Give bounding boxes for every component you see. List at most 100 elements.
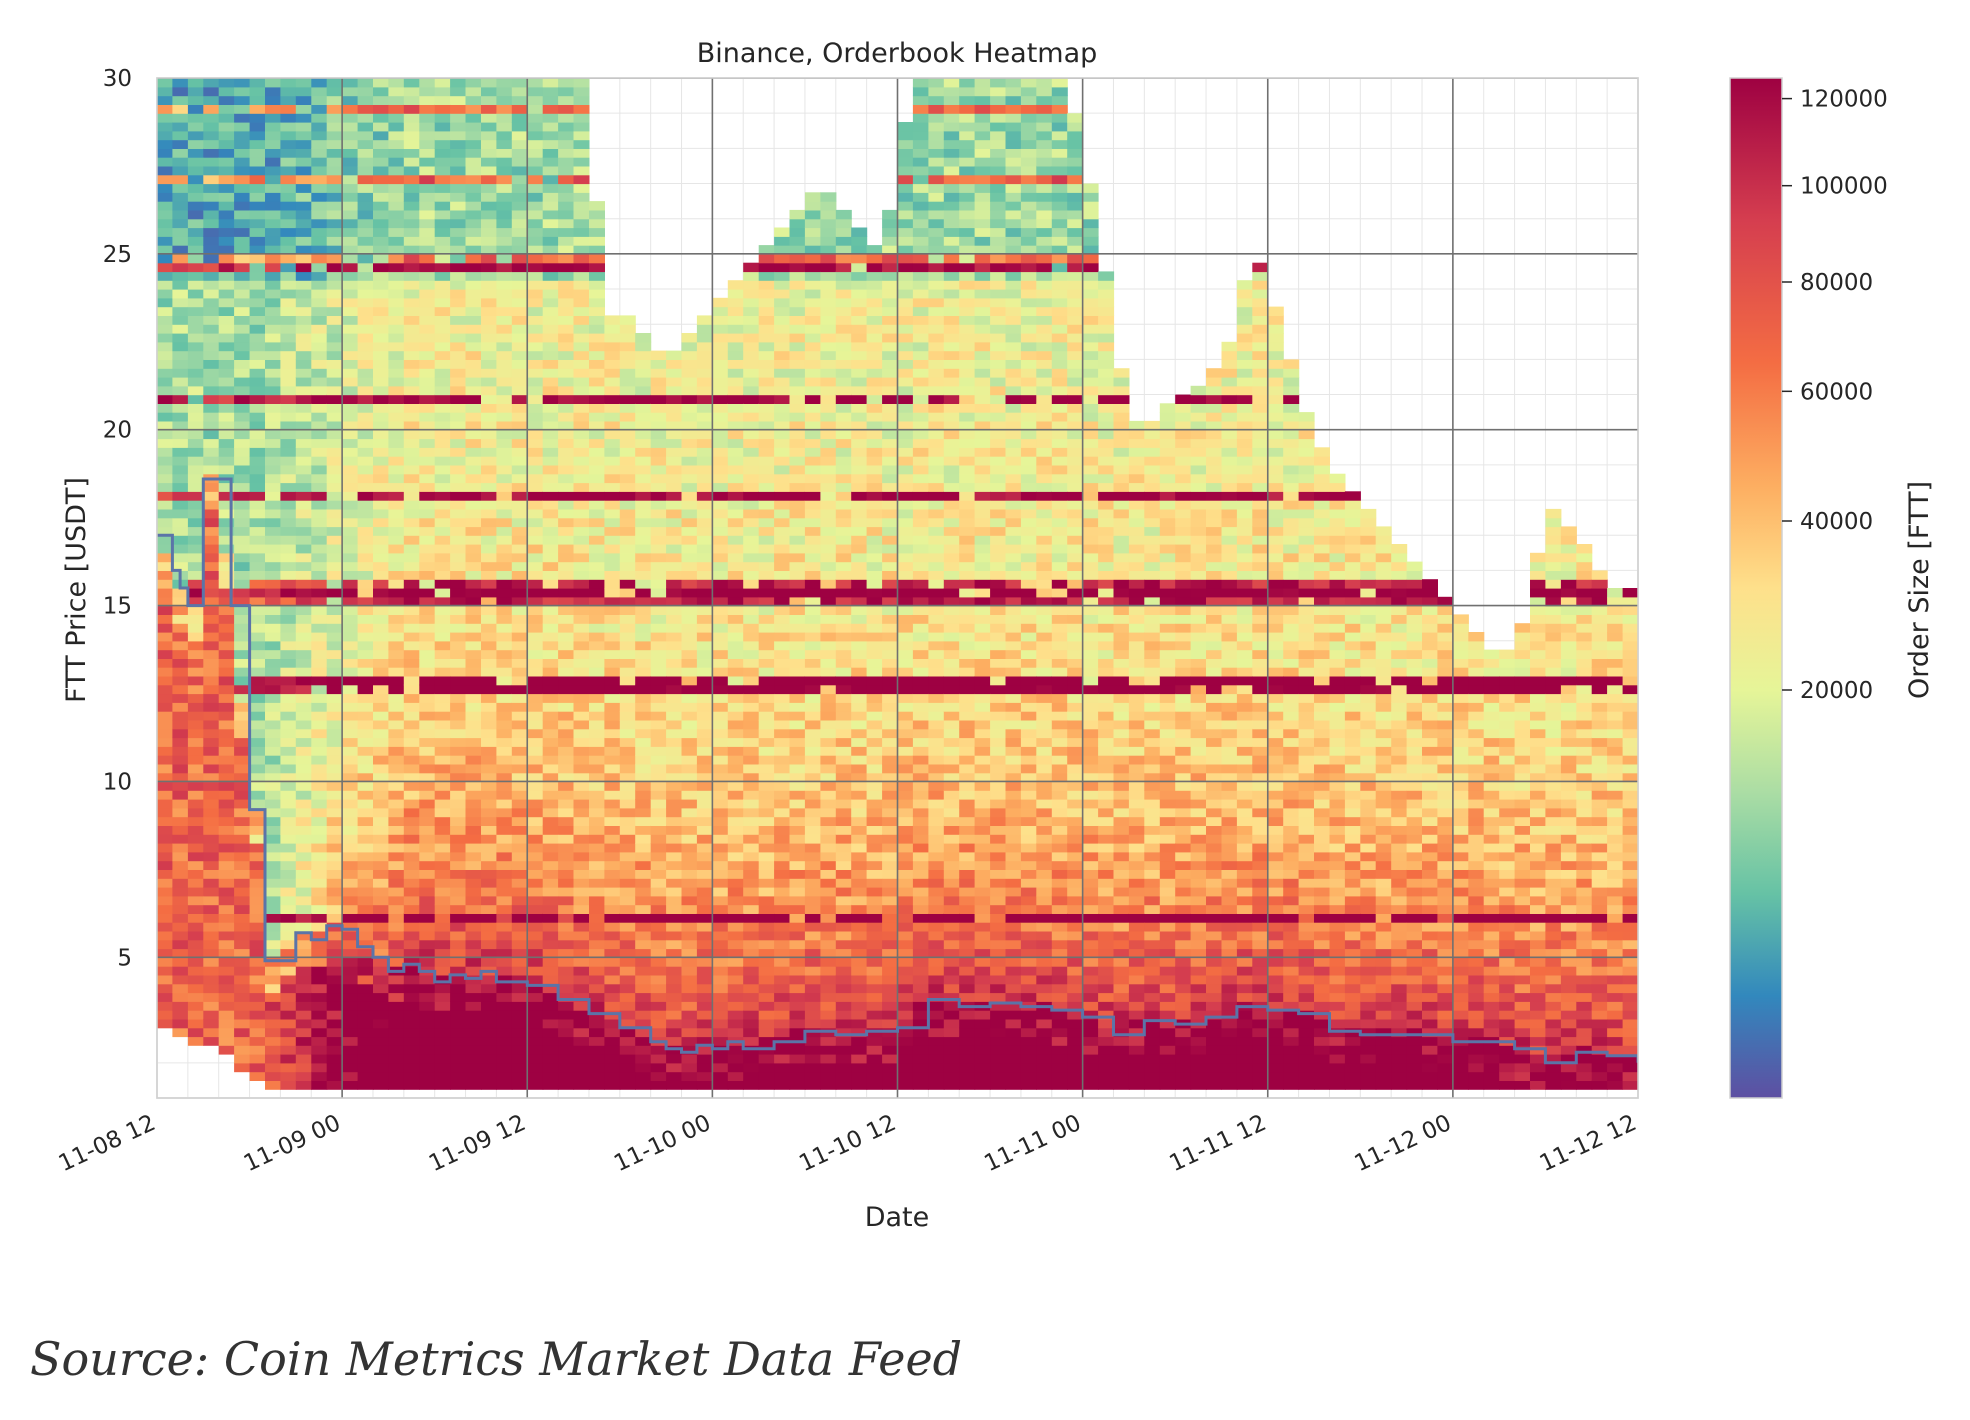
heatmap-cell (696, 341, 713, 352)
heatmap-cell (357, 763, 374, 774)
heatmap-cell (450, 271, 467, 281)
heatmap-cell (527, 429, 544, 440)
heatmap-cell (666, 605, 683, 615)
heatmap-cell (311, 157, 328, 167)
heatmap-cell (249, 878, 266, 888)
heatmap-cell (542, 763, 559, 774)
heatmap-cell (542, 851, 559, 862)
heatmap-cell (265, 772, 281, 783)
heatmap-cell (758, 596, 775, 607)
heatmap-cell (203, 464, 220, 475)
heatmap-cell (357, 508, 374, 519)
heatmap-cell (604, 1018, 621, 1029)
heatmap-cell (835, 377, 852, 387)
heatmap-cell (265, 640, 281, 651)
heatmap-cell (650, 922, 667, 932)
heatmap-cell (558, 280, 575, 290)
heatmap-cell (804, 209, 821, 220)
heatmap-cell (481, 456, 497, 466)
heatmap-cell (542, 456, 559, 466)
heatmap-cell (496, 904, 513, 914)
heatmap-cell (249, 658, 266, 668)
heatmap-cell (604, 517, 621, 528)
heatmap-cell (681, 1001, 698, 1011)
heatmap-cell (820, 289, 837, 299)
heatmap-cell (712, 508, 729, 519)
heatmap-cell (218, 895, 235, 906)
heatmap-cell (311, 473, 328, 484)
heatmap-cell (774, 913, 791, 923)
heatmap-cell (820, 315, 837, 325)
heatmap-cell (326, 236, 343, 246)
heatmap-cell (326, 420, 343, 431)
heatmap-cell (774, 623, 791, 633)
heatmap-cell (403, 614, 420, 624)
heatmap-cell (820, 957, 837, 967)
heatmap-cell (265, 500, 281, 510)
heatmap-cell (743, 948, 760, 958)
heatmap-cell (218, 1010, 235, 1020)
heatmap-cell (218, 887, 235, 897)
heatmap-cell (403, 913, 420, 923)
heatmap-cell (727, 755, 744, 765)
heatmap-cell (743, 807, 760, 818)
heatmap-cell (280, 737, 297, 747)
heatmap-cell (835, 508, 852, 519)
heatmap-cell (804, 658, 821, 668)
heatmap-cell (481, 737, 497, 747)
heatmap-cell (234, 693, 251, 703)
heatmap-cell (774, 930, 791, 941)
heatmap-cell (774, 1010, 791, 1020)
heatmap-cell (265, 702, 281, 712)
heatmap-cell (712, 1018, 729, 1029)
heatmap-cell (527, 614, 544, 624)
heatmap-cell (388, 561, 405, 571)
heatmap-cell (280, 385, 297, 396)
heatmap-cell (666, 992, 683, 1002)
heatmap-cell (511, 368, 528, 378)
heatmap-cell (696, 1045, 713, 1055)
heatmap-cell (342, 341, 359, 352)
heatmap-cell (434, 420, 451, 431)
heatmap-cell (434, 429, 451, 440)
heatmap-cell (789, 385, 806, 396)
heatmap-cell (203, 728, 220, 739)
heatmap-cell (851, 869, 868, 879)
heatmap-cell (203, 544, 220, 554)
heatmap-cell (820, 552, 837, 563)
heatmap-cell (450, 165, 467, 176)
heatmap-cell (172, 623, 189, 633)
heatmap-cell (835, 623, 852, 633)
heatmap-cell (249, 157, 266, 167)
heatmap-cell (373, 148, 389, 158)
heatmap-cell (373, 456, 389, 466)
heatmap-cell (774, 544, 791, 554)
heatmap-cell (218, 253, 235, 264)
heatmap-cell (311, 245, 328, 255)
heatmap-cell (265, 544, 281, 554)
heatmap-cell (434, 289, 451, 299)
heatmap-cell (373, 482, 389, 492)
heatmap-cell (481, 930, 497, 941)
heatmap-cell (835, 315, 852, 325)
heatmap-cell (589, 1054, 605, 1064)
heatmap-cell (481, 922, 497, 932)
heatmap-cell (419, 227, 436, 237)
heatmap-cell (342, 438, 359, 448)
heatmap-cell (203, 420, 220, 431)
heatmap-cell (558, 922, 575, 932)
heatmap-cell (403, 667, 420, 677)
heatmap-cell (311, 95, 328, 105)
heatmap-cell (712, 939, 729, 950)
heatmap-cell (265, 78, 281, 88)
heatmap-cell (280, 623, 297, 633)
heatmap-cell (804, 377, 821, 387)
heatmap-cell (851, 526, 868, 536)
heatmap-cell (542, 614, 559, 624)
heatmap-cell (265, 359, 281, 369)
heatmap-cell (172, 930, 189, 941)
heatmap-cell (804, 227, 821, 237)
heatmap-cell (434, 552, 451, 563)
heatmap-cell (789, 878, 806, 888)
heatmap-cell (758, 693, 775, 703)
